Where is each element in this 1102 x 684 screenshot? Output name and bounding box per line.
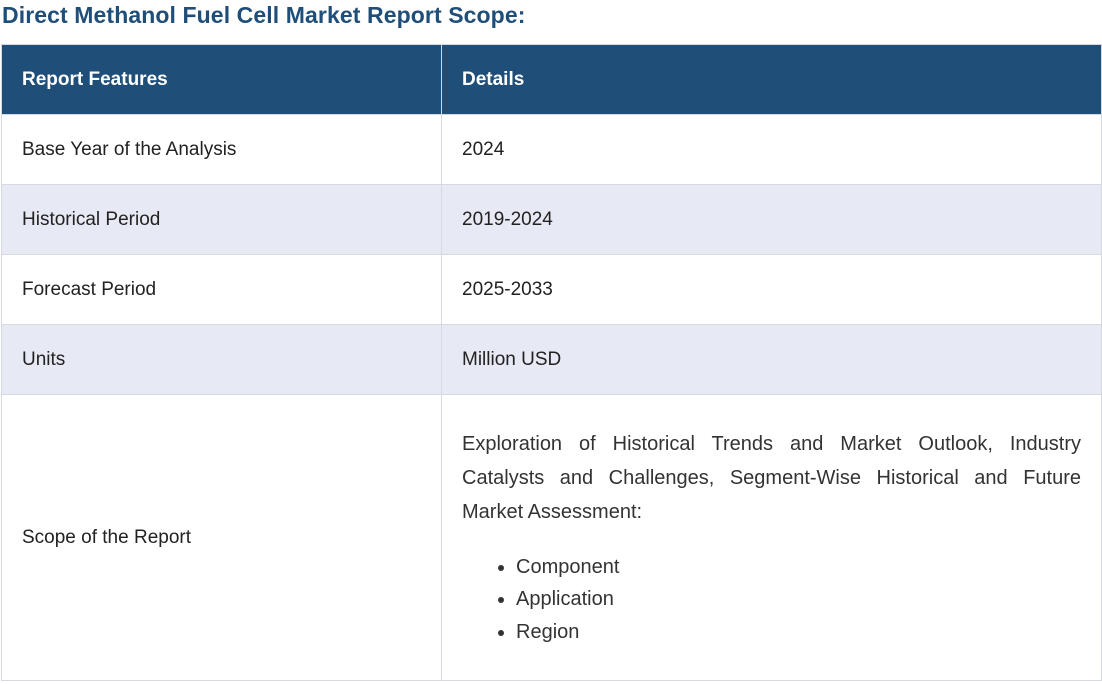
row-detail-historical-period: 2019-2024 bbox=[441, 184, 1102, 255]
table-row: Scope of the Report Exploration of Histo… bbox=[1, 394, 1102, 681]
row-feature-scope: Scope of the Report bbox=[1, 394, 442, 681]
report-scope-table: Report Features Details Base Year of the… bbox=[1, 44, 1102, 681]
row-detail-base-year: 2024 bbox=[441, 114, 1102, 185]
row-feature-historical-period: Historical Period bbox=[1, 184, 442, 255]
table-row: Forecast Period 2025-2033 bbox=[1, 254, 1102, 325]
table-row: Base Year of the Analysis 2024 bbox=[1, 114, 1102, 185]
scope-segment-list: Component Application Region bbox=[462, 551, 1081, 649]
table-row: Units Million USD bbox=[1, 324, 1102, 395]
scope-description: Exploration of Historical Trends and Mar… bbox=[462, 432, 1081, 523]
row-detail-scope: Exploration of Historical Trends and Mar… bbox=[441, 394, 1102, 681]
page-title: Direct Methanol Fuel Cell Market Report … bbox=[2, 2, 526, 28]
row-detail-forecast-period: 2025-2033 bbox=[441, 254, 1102, 325]
row-detail-units: Million USD bbox=[441, 324, 1102, 395]
row-feature-forecast-period: Forecast Period bbox=[1, 254, 442, 325]
list-item: Region bbox=[516, 616, 1081, 649]
row-feature-base-year: Base Year of the Analysis bbox=[1, 114, 442, 185]
list-item: Component bbox=[516, 551, 1081, 584]
column-header-details: Details bbox=[441, 44, 1102, 115]
row-feature-units: Units bbox=[1, 324, 442, 395]
table-body: Base Year of the Analysis 2024 Historica… bbox=[1, 114, 1102, 681]
table-row: Historical Period 2019-2024 bbox=[1, 184, 1102, 255]
header-row: Report Features Details bbox=[1, 44, 1102, 115]
list-item: Application bbox=[516, 583, 1081, 616]
table-header: Report Features Details bbox=[1, 44, 1102, 115]
column-header-features: Report Features bbox=[1, 44, 442, 115]
